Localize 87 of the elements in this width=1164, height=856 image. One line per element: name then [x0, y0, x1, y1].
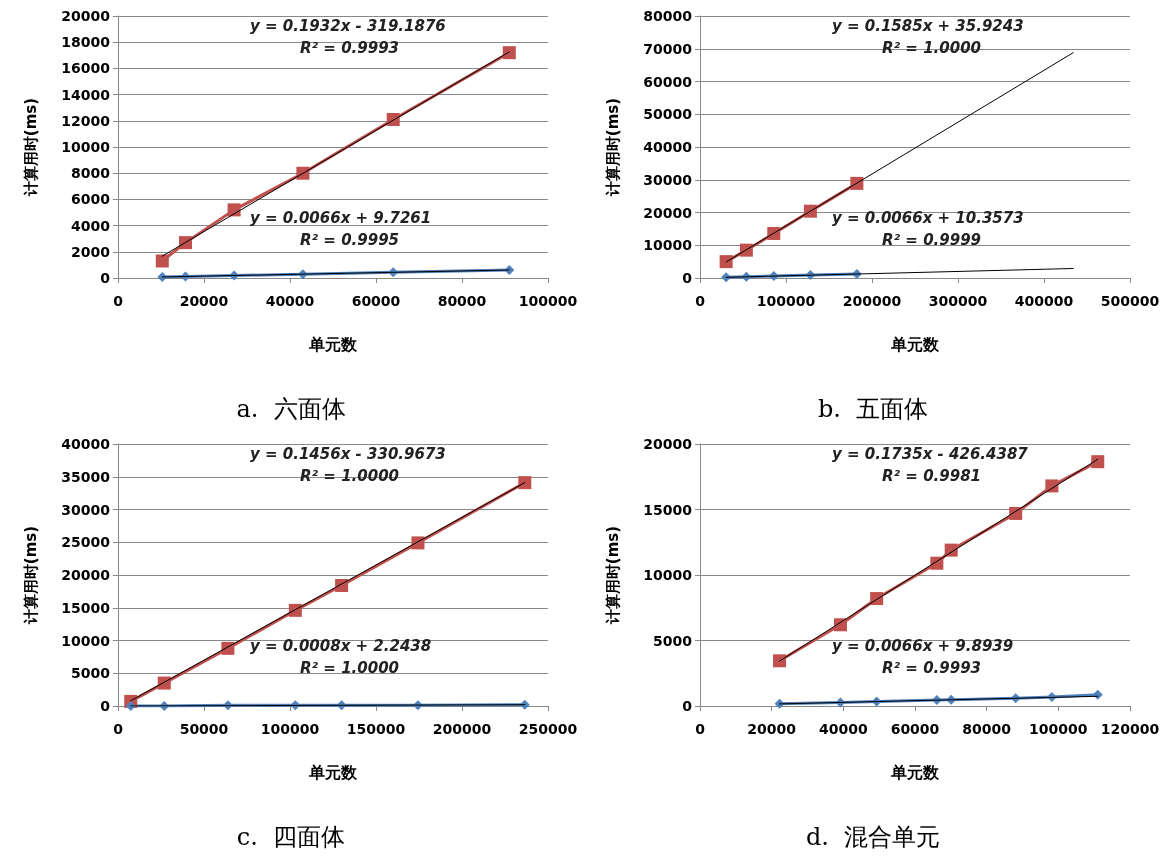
annotation: R² = 0.9995 [300, 230, 400, 249]
y-tick-label: 10000 [643, 237, 693, 254]
annotation: y = 0.1932x - 319.1876 [250, 16, 446, 35]
y-tick-label: 0 [682, 270, 693, 286]
y-tick-label: 18000 [61, 34, 111, 51]
x-tick-label: 250000 [518, 721, 578, 737]
x-tick-label: 200000 [432, 721, 492, 737]
y-tick-label: 60000 [643, 73, 693, 90]
x-tick-label: 20000 [179, 293, 229, 309]
x-tick-label: 100000 [1029, 721, 1088, 737]
annotation: y = 0.1456x - 330.9673 [250, 444, 446, 463]
annotation: y = 0.0066x + 9.8939 [832, 636, 1014, 655]
x-tick-label: 40000 [265, 293, 315, 309]
annotation: y = 0.1735x - 426.4387 [832, 444, 1029, 463]
y-tick-label: 30000 [61, 501, 111, 518]
x-tick-label: 0 [113, 721, 124, 737]
annotation: y = 0.0066x + 9.7261 [250, 208, 432, 227]
y-tick-label: 40000 [643, 139, 693, 155]
annotation: y = 0.0008x + 2.2438 [250, 636, 432, 655]
y-tick-label: 20000 [61, 8, 111, 24]
x-tick-label: 400000 [1014, 293, 1074, 309]
x-tick-label: 50000 [179, 721, 229, 737]
x-tick-label: 40000 [818, 721, 868, 737]
x-axis-title: 单元数 [308, 334, 358, 354]
y-tick-label: 4000 [71, 217, 111, 234]
y-tick-label: 40000 [61, 436, 111, 452]
y-tick-label: 80000 [643, 8, 693, 24]
annotation: R² = 0.9981 [882, 466, 982, 485]
y-tick-label: 6000 [71, 191, 111, 208]
y-tick-label: 25000 [61, 534, 111, 551]
x-tick-label: 150000 [346, 721, 406, 737]
x-tick-label: 20000 [747, 721, 797, 737]
x-tick-label: 100000 [260, 721, 320, 737]
x-axis-title: 单元数 [308, 762, 358, 782]
x-tick-label: 120000 [1100, 721, 1160, 737]
x-tick-label: 60000 [351, 293, 401, 309]
annotation: y = 0.0066x + 10.3573 [832, 208, 1024, 227]
x-tick-label: 0 [695, 293, 706, 309]
y-tick-label: 5000 [71, 665, 111, 682]
annotation: R² = 0.9993 [300, 38, 400, 57]
y-tick-label: 14000 [61, 86, 111, 103]
x-tick-label: 80000 [437, 293, 487, 309]
y-tick-label: 30000 [643, 171, 693, 188]
x-axis-title: 单元数 [890, 334, 940, 354]
text: c. 四面体 [236, 823, 346, 851]
annotation: R² = 0.9999 [882, 230, 982, 249]
x-axis-title: 单元数 [890, 762, 940, 782]
y-tick-label: 10000 [61, 632, 111, 649]
y-tick-label: 15000 [643, 501, 693, 518]
y-tick-label: 5000 [653, 632, 693, 649]
y-tick-label: 10000 [61, 139, 111, 155]
annotation: R² = 1.0000 [300, 466, 400, 485]
x-tick-label: 100000 [756, 293, 816, 309]
y-tick-label: 35000 [61, 468, 111, 485]
y-axis-title: 计算用时(ms) [603, 97, 622, 198]
annotation: y = 0.1585x + 35.9243 [832, 16, 1024, 35]
y-tick-label: 20000 [643, 204, 693, 221]
text: b. 五面体 [817, 395, 929, 423]
x-tick-label: 0 [113, 293, 124, 309]
y-tick-label: 50000 [643, 106, 693, 123]
text: a. 六面体 [236, 395, 346, 423]
y-tick-label: 0 [100, 270, 111, 286]
y-axis-title: 计算用时(ms) [21, 525, 40, 626]
text: d. 混合单元 [805, 823, 941, 851]
x-tick-label: 80000 [962, 721, 1012, 737]
x-tick-label: 300000 [928, 293, 988, 309]
y-tick-label: 20000 [643, 436, 693, 452]
x-tick-label: 500000 [1100, 293, 1160, 309]
y-tick-label: 70000 [643, 40, 693, 57]
x-tick-label: 0 [695, 721, 706, 737]
y-tick-label: 0 [682, 698, 693, 714]
y-axis-title: 计算用时(ms) [603, 525, 622, 626]
y-tick-label: 8000 [71, 165, 111, 182]
y-tick-label: 2000 [71, 243, 111, 260]
x-tick-label: 200000 [842, 293, 902, 309]
x-tick-label: 100000 [518, 293, 578, 309]
y-axis-title: 计算用时(ms) [21, 97, 40, 198]
annotation: R² = 0.9993 [882, 658, 982, 677]
y-tick-label: 12000 [61, 112, 111, 129]
y-tick-label: 16000 [61, 60, 111, 77]
y-tick-label: 20000 [61, 567, 111, 583]
annotation: R² = 1.0000 [300, 658, 400, 677]
y-tick-label: 10000 [643, 567, 693, 583]
annotation: R² = 1.0000 [882, 38, 982, 57]
y-tick-label: 15000 [61, 599, 111, 616]
y-tick-label: 0 [100, 698, 111, 714]
x-tick-label: 60000 [890, 721, 940, 737]
